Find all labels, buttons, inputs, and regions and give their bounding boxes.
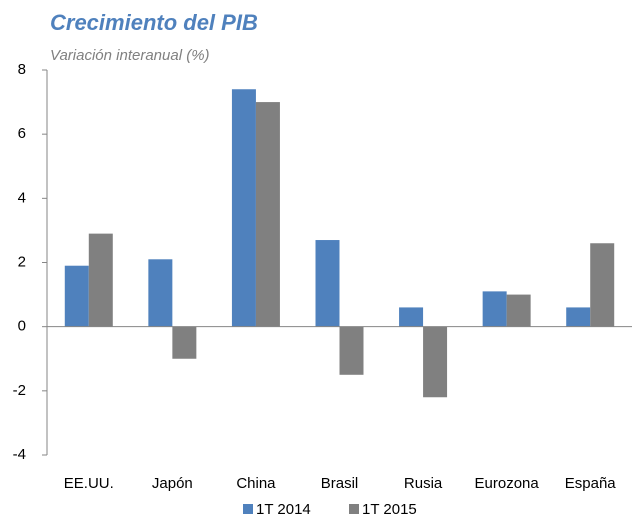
x-tick-label: Brasil xyxy=(321,475,359,492)
x-tick-label: Rusia xyxy=(404,475,443,492)
x-tick-label: EE.UU. xyxy=(64,475,114,492)
y-tick-label: 2 xyxy=(18,253,26,270)
y-tick-label: 6 xyxy=(18,125,26,142)
bar xyxy=(88,233,113,327)
y-tick-label: 4 xyxy=(18,189,26,206)
y-tick-label: -4 xyxy=(13,446,26,463)
bar xyxy=(315,240,340,327)
legend-swatch xyxy=(349,504,359,514)
bar xyxy=(148,259,173,327)
bar xyxy=(423,326,448,398)
bar xyxy=(506,294,531,327)
x-tick-label: España xyxy=(565,475,617,492)
bar xyxy=(590,243,615,327)
bar xyxy=(339,326,364,375)
legend-swatch xyxy=(243,504,253,514)
bar xyxy=(172,326,197,359)
chart-title: Crecimiento del PIB xyxy=(50,10,258,35)
x-tick-label: Japón xyxy=(152,475,193,492)
chart-subtitle: Variación interanual (%) xyxy=(50,47,210,64)
bar xyxy=(64,265,89,327)
bar xyxy=(255,102,280,327)
legend-label: 1T 2015 xyxy=(362,501,417,518)
bar xyxy=(399,307,424,327)
bar xyxy=(482,291,507,327)
bar xyxy=(231,89,256,327)
bar xyxy=(566,307,591,327)
x-tick-label: China xyxy=(236,475,276,492)
y-tick-label: 0 xyxy=(18,318,26,335)
y-tick-label: 8 xyxy=(18,61,26,78)
x-tick-label: Eurozona xyxy=(475,475,540,492)
legend-label: 1T 2014 xyxy=(256,501,311,518)
y-tick-label: -2 xyxy=(13,382,26,399)
